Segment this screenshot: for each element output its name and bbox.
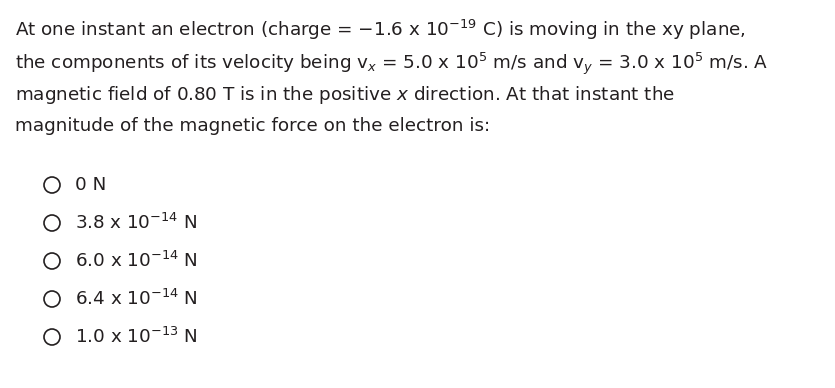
Text: magnitude of the magnetic force on the electron is:: magnitude of the magnetic force on the e… [15,117,490,135]
Text: 6.0 x 10$^{-14}$ N: 6.0 x 10$^{-14}$ N [75,251,198,271]
Text: 3.8 x 10$^{-14}$ N: 3.8 x 10$^{-14}$ N [75,213,197,233]
Text: 6.4 x 10$^{-14}$ N: 6.4 x 10$^{-14}$ N [75,289,198,309]
Text: At one instant an electron (charge = $-$1.6 x 10$^{-19}$ C) is moving in the xy : At one instant an electron (charge = $-$… [15,18,746,42]
Text: 1.0 x 10$^{-13}$ N: 1.0 x 10$^{-13}$ N [75,327,198,347]
Text: magnetic field of 0.80 T is in the positive $x$ direction. At that instant the: magnetic field of 0.80 T is in the posit… [15,84,675,106]
Text: the components of its velocity being v$_x$ = 5.0 x 10$^5$ m/s and v$_y$ = 3.0 x : the components of its velocity being v$_… [15,51,768,77]
Text: 0 N: 0 N [75,176,106,194]
